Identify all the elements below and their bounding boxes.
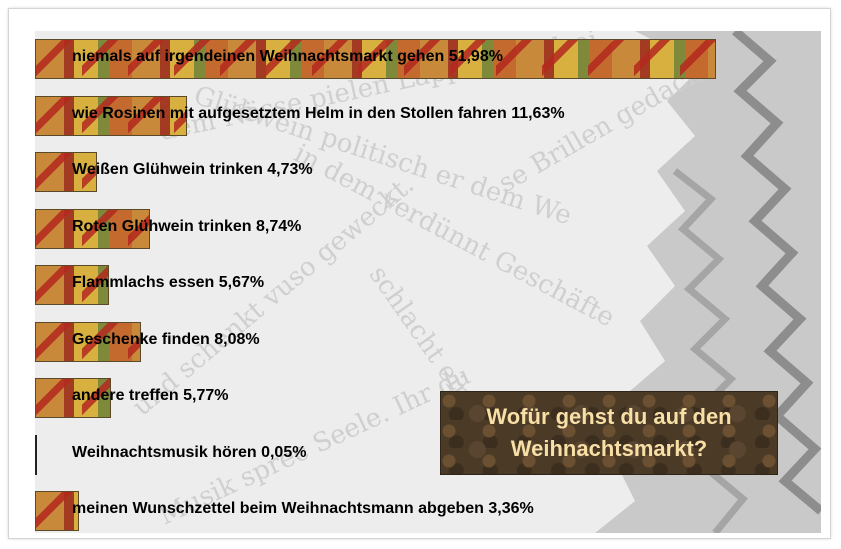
bar-label: niemals auf irgendeinen Weihnachtsmarkt … (72, 48, 503, 65)
bar-row: Weißen Glühwein trinken 4,73% (35, 152, 821, 192)
bar (35, 434, 37, 475)
bar-label: meinen Wunschzettel beim Weihnachtsmann … (72, 500, 534, 517)
chart-title-line-1: Wofür gehst du auf den (486, 404, 732, 429)
chart-title-line-2: Weihnachtsmarkt? (510, 436, 708, 461)
bar (35, 378, 111, 418)
bar-label: Flammlachs essen 5,67% (72, 274, 265, 291)
chart-title-box: Wofür gehst du auf den Weihnachtsmarkt? (440, 391, 778, 475)
bar (35, 491, 80, 531)
bar (35, 152, 97, 192)
bar-row: wie Rosinen mit aufgesetztem Helm in den… (35, 95, 821, 136)
chart-frame: dem Nässe pielen Lappe. Mit drei Glühwei… (8, 8, 831, 539)
bar-row: niemals auf irgendeinen Weihnachtsmarkt … (35, 39, 821, 79)
bar-row: meinen Wunschzettel beim Weihnachtsmann … (35, 491, 821, 531)
bar-label: Weihnachtsmusik hören 0,05% (72, 443, 307, 461)
bar-label: wie Rosinen mit aufgesetztem Helm in den… (72, 104, 565, 122)
bar (35, 39, 716, 79)
chart-canvas: dem Nässe pielen Lappe. Mit drei Glühwei… (35, 31, 821, 533)
bar-label: Roten Glühwein trinken 8,74% (72, 217, 302, 235)
bar-label: Geschenke finden 8,08% (72, 330, 260, 348)
bar (35, 321, 141, 362)
bar-label: Weißen Glühwein trinken 4,73% (72, 161, 313, 178)
bar-row: andere treffen 5,77% (35, 378, 821, 418)
bar-row: Geschenke finden 8,08% (35, 321, 821, 362)
bar (35, 265, 110, 305)
bar-row: Weihnachtsmusik hören 0,05% (35, 434, 821, 475)
bar (35, 208, 150, 249)
bar-row: Flammlachs essen 5,67% (35, 265, 821, 305)
bar (35, 95, 188, 136)
bar-label: andere treffen 5,77% (72, 387, 229, 404)
bar-row: Roten Glühwein trinken 8,74% (35, 208, 821, 249)
